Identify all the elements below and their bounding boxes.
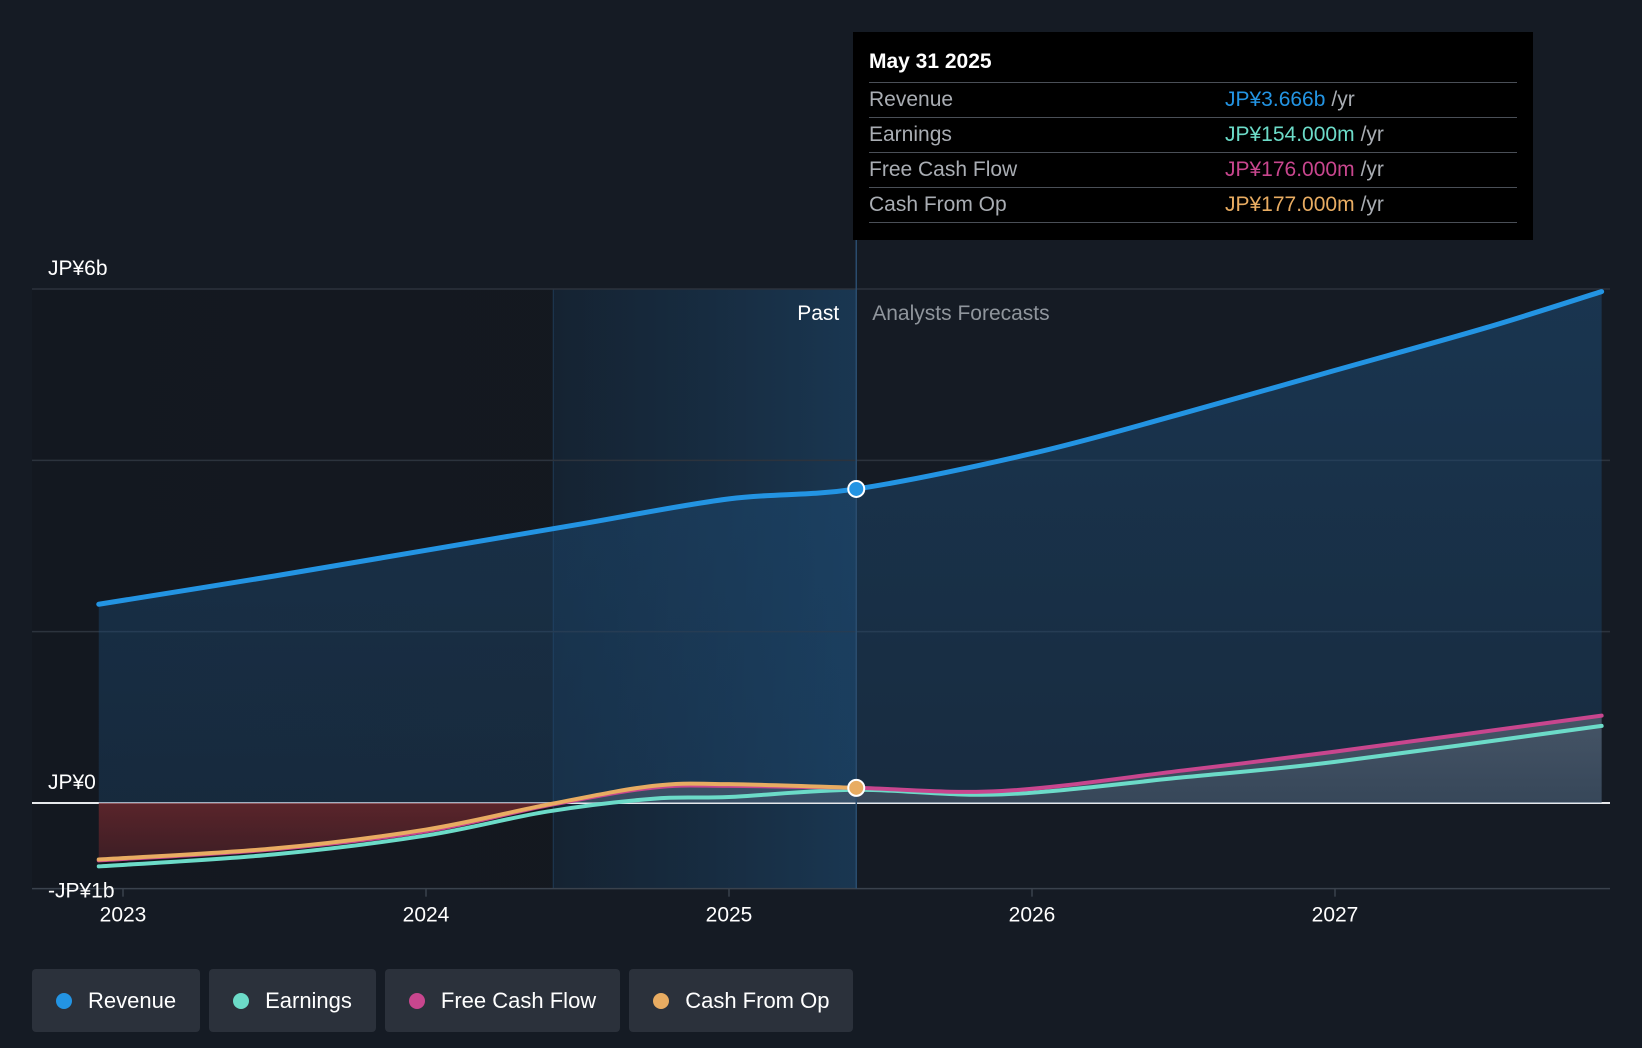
- area-fills: [98, 291, 1602, 861]
- revenue-area: [98, 291, 1602, 803]
- cash-from-op-line: [96, 781, 859, 862]
- x-tick-label: 2025: [706, 904, 753, 927]
- positive-area: [98, 715, 1602, 803]
- tooltip: May 31 2025 Revenue JP¥3.666b/yr Earnings J…: [853, 32, 1533, 240]
- chart-canvas: Past Analysts ForecastsJP¥6bJP¥0-JP¥1b202…: [32, 240, 1610, 927]
- tooltip-row: Cash From Op JP¥177.000m/yr: [869, 187, 1517, 223]
- legend-item-revenue[interactable]: Revenue: [32, 969, 201, 1032]
- legend-label: Earnings: [265, 987, 352, 1013]
- negative-area: [98, 803, 1602, 861]
- legend-item-free-cash-flow[interactable]: Free Cash Flow: [384, 969, 621, 1032]
- y-tick-label: -JP¥1b: [48, 880, 115, 903]
- legend: Revenue Earnings Free Cash Flow Cash From O…: [32, 969, 854, 1032]
- legend-label: Cash From Op: [685, 987, 830, 1013]
- tooltip-row-value: JP¥3.666b: [1225, 88, 1326, 111]
- tooltip-rows: Revenue JP¥3.666b/yr Earnings JP¥154.000m/y…: [869, 82, 1517, 223]
- legend-dot-icon: [408, 992, 425, 1009]
- tooltip-date: May 31 2025: [869, 50, 992, 73]
- hover-markers: [847, 479, 866, 797]
- legend-dot-icon: [233, 992, 250, 1009]
- tooltip-row: Free Cash Flow JP¥176.000m/yr: [869, 152, 1517, 187]
- legend-label: Free Cash Flow: [440, 987, 597, 1013]
- forecast-label: Analysts Forecasts: [872, 302, 1049, 325]
- x-tick-label: 2023: [100, 904, 147, 927]
- x-tick-label: 2024: [403, 904, 450, 927]
- y-tick-label: JP¥0: [48, 771, 96, 794]
- legend-label: Revenue: [88, 987, 177, 1013]
- tooltip-row-label: Cash From Op: [869, 193, 1007, 216]
- y-tick-label: JP¥6b: [48, 257, 108, 280]
- tooltip-row-unit: /yr: [1360, 193, 1384, 216]
- revenue-marker: [847, 479, 866, 498]
- tooltip-row-value: JP¥154.000m: [1225, 123, 1355, 146]
- tooltip-row-unit: /yr: [1331, 88, 1355, 111]
- tooltip-row-label: Free Cash Flow: [869, 158, 1018, 181]
- legend-dot-icon: [653, 992, 670, 1009]
- tooltip-row: Earnings JP¥154.000m/yr: [869, 117, 1517, 152]
- tooltip-row-unit: /yr: [1360, 158, 1384, 181]
- tooltip-row-unit: /yr: [1360, 123, 1384, 146]
- tooltip-row-value: JP¥176.000m: [1225, 158, 1355, 181]
- legend-dot-icon: [56, 992, 72, 1009]
- legend-item-earnings[interactable]: Earnings: [209, 969, 376, 1032]
- tooltip-row-label: Revenue: [869, 88, 954, 111]
- axes: Past Analysts ForecastsJP¥6bJP¥0-JP¥1b202…: [32, 240, 1610, 927]
- legend-item-cash-from-op[interactable]: Cash From Op: [629, 969, 854, 1032]
- past-label: Past: [797, 302, 839, 325]
- tooltip-row-value: JP¥177.000m: [1225, 193, 1355, 216]
- earnings-line: [96, 723, 1604, 869]
- x-tick-label: 2027: [1312, 904, 1359, 927]
- tooltip-row: Revenue JP¥3.666b/yr: [869, 82, 1517, 117]
- x-tick-label: 2026: [1009, 904, 1056, 927]
- tooltip-row-label: Earnings: [869, 123, 952, 146]
- cash-from-op-marker: [847, 778, 866, 797]
